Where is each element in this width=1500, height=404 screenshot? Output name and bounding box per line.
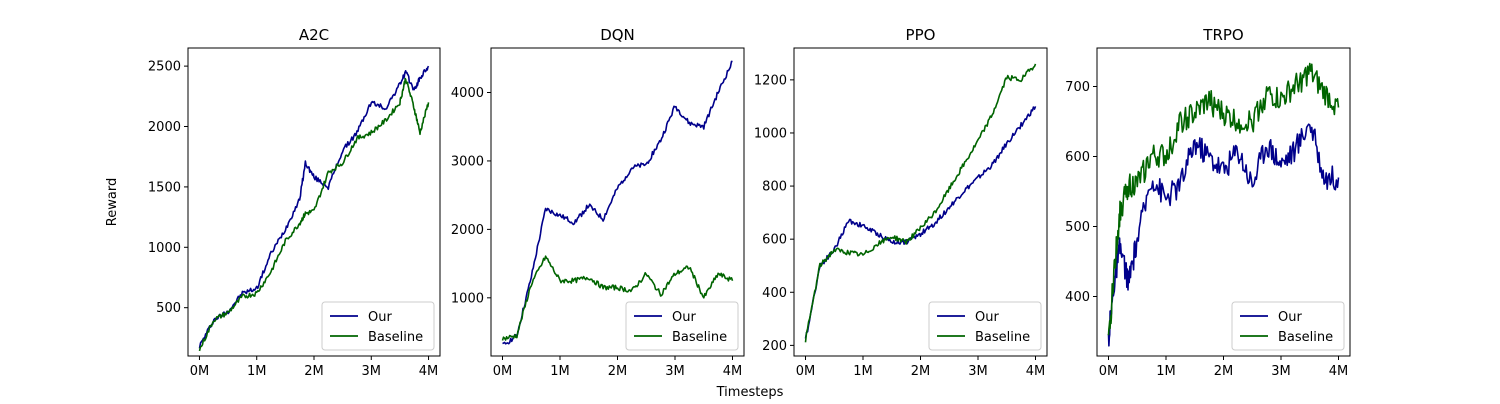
y-tick-label: 1500 xyxy=(148,180,181,195)
x-tick-label: 3M xyxy=(968,364,988,379)
legend: Our Baseline xyxy=(928,301,1042,351)
x-tick-label: 4M xyxy=(419,364,439,379)
x-tick-label: 2M xyxy=(1214,364,1234,379)
series-line-our xyxy=(198,65,430,349)
chart-title: TRPO xyxy=(1202,26,1243,44)
legend-box xyxy=(1231,301,1345,351)
series-line-baseline xyxy=(1107,62,1340,336)
y-tick-label: 4000 xyxy=(451,86,484,101)
x-tick-label: 4M xyxy=(1026,364,1046,379)
x-tick-label: 1M xyxy=(550,364,570,379)
chart-title: DQN xyxy=(600,26,635,44)
chart-title: PPO xyxy=(906,26,936,44)
x-tick-label: 0M xyxy=(796,364,816,379)
y-tick-label: 2500 xyxy=(148,60,181,75)
y-tick-label: 200 xyxy=(762,339,787,354)
shared-ylabel: Reward xyxy=(105,178,120,226)
legend-label-our: Our xyxy=(975,310,999,325)
y-tick-label: 1200 xyxy=(754,73,787,88)
legend-box xyxy=(928,301,1042,351)
chart-panel-trpo: TRPO 0M 1M 2M 3M 4M 400 500 600 700 Our Baseline xyxy=(1065,26,1351,379)
legend-label-our: Our xyxy=(672,310,696,325)
chart-panel-dqn: DQN 0M 1M 2M 3M 4M 1000 2000 3000 4000 Our Baseline xyxy=(451,26,745,379)
x-tick-label: 2M xyxy=(911,364,931,379)
series-line-our xyxy=(804,106,1037,339)
x-tick-label: 0M xyxy=(190,364,210,379)
y-tick-label: 400 xyxy=(1065,290,1090,305)
y-tick-label: 1000 xyxy=(754,126,787,141)
x-tick-label: 2M xyxy=(304,364,324,379)
y-tick-label: 600 xyxy=(1065,150,1090,165)
series-line-baseline xyxy=(198,77,430,352)
y-tick-label: 2000 xyxy=(148,120,181,135)
chart-title: A2C xyxy=(299,26,329,44)
series-line-our xyxy=(502,60,733,345)
y-tick-label: 500 xyxy=(156,301,181,316)
legend: Our Baseline xyxy=(321,301,435,351)
x-tick-label: 0M xyxy=(1099,364,1119,379)
y-tick-label: 500 xyxy=(1065,220,1090,235)
legend-label-our: Our xyxy=(368,310,392,325)
series-line-baseline xyxy=(501,255,734,341)
legend-box xyxy=(321,301,435,351)
x-tick-label: 3M xyxy=(362,364,382,379)
x-tick-label: 1M xyxy=(247,364,267,379)
legend-box xyxy=(625,301,739,351)
x-tick-label: 0M xyxy=(493,364,513,379)
chart-panel-a2c: A2C 0M 1M 2M 3M 4M 500 1000 1500 2000 2500 Our Basel… xyxy=(148,26,441,379)
legend-label-our: Our xyxy=(1278,310,1302,325)
series-line-baseline xyxy=(804,63,1037,343)
x-tick-label: 3M xyxy=(1271,364,1291,379)
legend: Our Baseline xyxy=(625,301,739,351)
shared-xlabel: Timesteps xyxy=(716,385,784,400)
legend-label-baseline: Baseline xyxy=(1278,330,1333,345)
y-tick-label: 700 xyxy=(1065,80,1090,95)
y-tick-label: 3000 xyxy=(451,154,484,169)
x-tick-label: 2M xyxy=(608,364,628,379)
series-line-our xyxy=(1107,123,1340,347)
x-tick-label: 3M xyxy=(665,364,685,379)
x-tick-label: 4M xyxy=(723,364,743,379)
legend-label-baseline: Baseline xyxy=(368,330,423,345)
legend-label-baseline: Baseline xyxy=(975,330,1030,345)
x-tick-label: 4M xyxy=(1329,364,1349,379)
legend: Our Baseline xyxy=(1231,301,1345,351)
y-tick-label: 2000 xyxy=(451,223,484,238)
x-tick-label: 1M xyxy=(1156,364,1176,379)
y-tick-label: 400 xyxy=(762,286,787,301)
chart-panel-ppo: PPO 0M 1M 2M 3M 4M 200 400 600 800 1000 1200 Our Base… xyxy=(754,26,1048,379)
x-tick-label: 1M xyxy=(853,364,873,379)
y-tick-label: 800 xyxy=(762,180,787,195)
legend-label-baseline: Baseline xyxy=(672,330,727,345)
y-tick-label: 1000 xyxy=(451,291,484,306)
y-tick-label: 600 xyxy=(762,233,787,248)
y-tick-label: 1000 xyxy=(148,241,181,256)
